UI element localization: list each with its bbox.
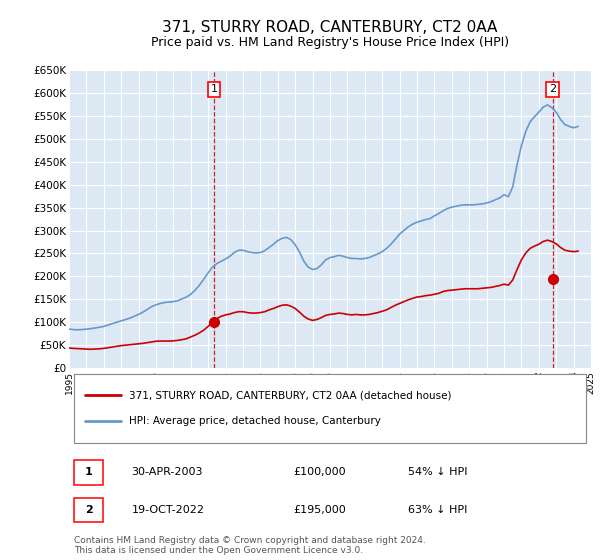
Text: £100,000: £100,000 xyxy=(293,468,346,478)
Text: 2: 2 xyxy=(549,85,556,95)
Text: Contains HM Land Registry data © Crown copyright and database right 2024.
This d: Contains HM Land Registry data © Crown c… xyxy=(74,536,426,555)
Text: 371, STURRY ROAD, CANTERBURY, CT2 0AA: 371, STURRY ROAD, CANTERBURY, CT2 0AA xyxy=(163,20,497,35)
Bar xyxy=(74,374,586,442)
Text: 1: 1 xyxy=(85,468,92,478)
Text: 2: 2 xyxy=(85,505,92,515)
Text: 63% ↓ HPI: 63% ↓ HPI xyxy=(409,505,467,515)
Bar xyxy=(74,498,103,522)
Text: £195,000: £195,000 xyxy=(293,505,346,515)
Bar xyxy=(74,460,103,484)
Text: 30-APR-2003: 30-APR-2003 xyxy=(131,468,203,478)
Text: 19-OCT-2022: 19-OCT-2022 xyxy=(131,505,205,515)
Text: 1: 1 xyxy=(211,85,217,95)
Text: HPI: Average price, detached house, Canterbury: HPI: Average price, detached house, Cant… xyxy=(129,416,381,426)
Text: Price paid vs. HM Land Registry's House Price Index (HPI): Price paid vs. HM Land Registry's House … xyxy=(151,36,509,49)
Text: 54% ↓ HPI: 54% ↓ HPI xyxy=(409,468,468,478)
Text: 371, STURRY ROAD, CANTERBURY, CT2 0AA (detached house): 371, STURRY ROAD, CANTERBURY, CT2 0AA (d… xyxy=(129,390,452,400)
